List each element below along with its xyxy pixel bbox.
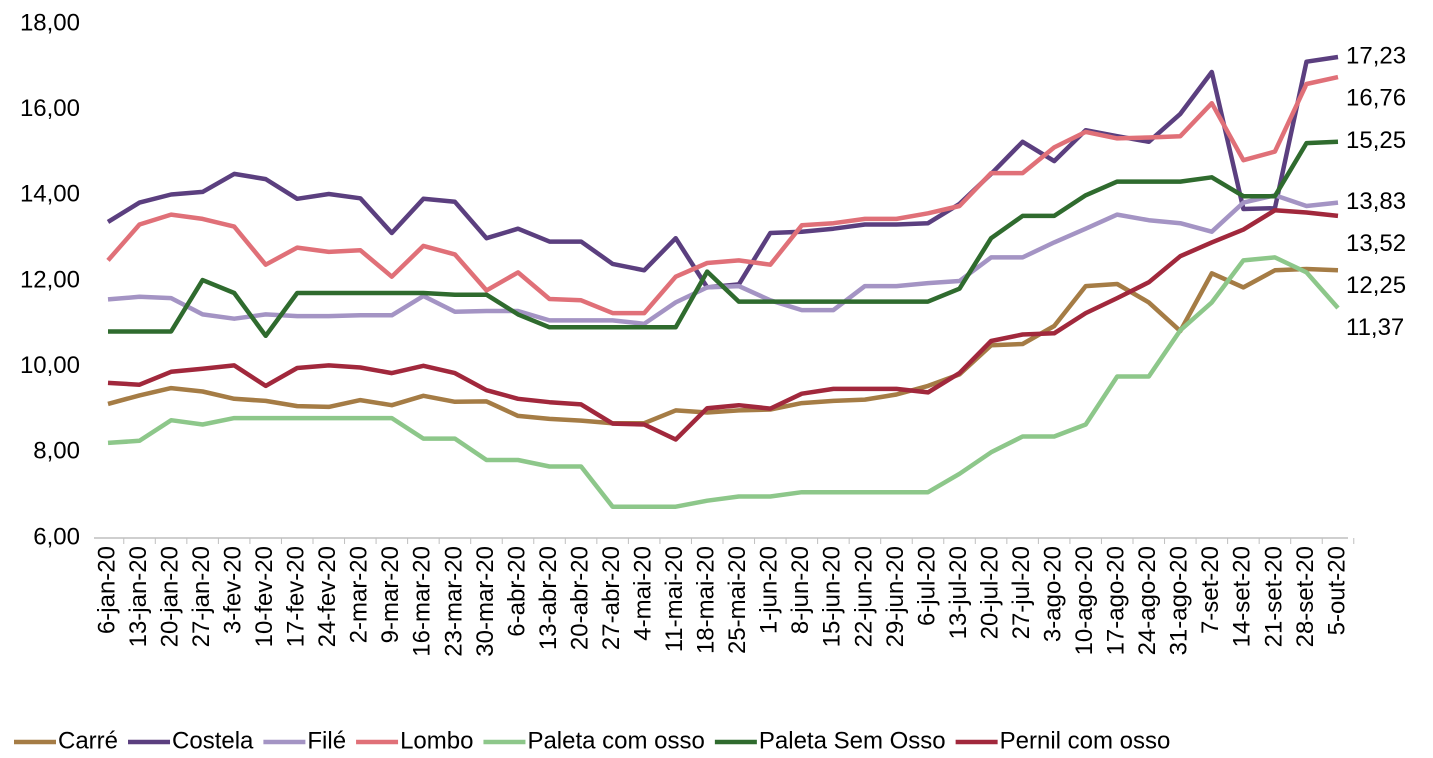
x-tick-label: 27-jan-20 [188,546,215,647]
x-tick-label: 15-jun-20 [819,546,846,647]
y-tick-label: 10,00 [20,352,80,379]
x-tick-label: 18-mai-20 [693,546,720,654]
x-tick-label: 10-fev-20 [251,546,278,647]
series-line [106,54,1339,290]
y-tick-label: 6,00 [33,523,80,550]
x-tick-label: 8-jun-20 [787,546,814,634]
x-tick-label: 6-jul-20 [913,546,940,626]
end-value-label: 16,76 [1346,84,1406,111]
x-tick-label: 9-mar-20 [377,546,404,643]
legend-label: Pernil com osso [1000,727,1171,754]
x-tick-label: 31-ago-20 [1166,546,1193,655]
series-line [108,139,1339,339]
end-value-label: 12,25 [1346,272,1406,299]
x-tick-label: 17-fev-20 [283,546,310,647]
y-tick-label: 12,00 [20,266,80,293]
x-tick-label: 23-mar-20 [440,546,467,657]
x-tick-label: 27-jul-20 [1008,546,1035,639]
series-line [106,74,1339,316]
x-tick-label: 11-mai-20 [661,546,688,652]
x-tick-label: 5-out-20 [1323,546,1350,635]
x-tick-label: 6-jan-20 [93,546,120,634]
x-tick-label: 22-jun-20 [850,546,877,647]
x-tick-label: 20-abr-20 [566,546,593,650]
x-tick-label: 17-ago-20 [1103,546,1130,655]
x-tick-label: 10-ago-20 [1071,546,1098,655]
y-tick-label: 18,00 [20,9,80,36]
series-line [107,208,1339,442]
x-tick-label: 30-mar-20 [472,546,499,657]
legend-label: Costela [172,727,254,754]
x-tick-label: 21-set-20 [1260,546,1287,647]
x-tick-label: 3-ago-20 [1039,546,1066,642]
y-tick-label: 14,00 [20,181,80,208]
legend-label: Paleta com osso [527,727,704,754]
y-tick-label: 8,00 [33,438,80,465]
x-tick-label: 24-ago-20 [1134,546,1161,655]
x-tick-label: 13-jul-20 [945,546,972,639]
end-value-label: 17,23 [1346,42,1406,69]
x-tick-label: 29-jun-20 [882,546,909,647]
x-tick-label: 2-mar-20 [346,546,373,643]
end-value-label: 11,37 [1346,314,1404,341]
series-line [107,255,1340,509]
x-tick-label: 25-mai-20 [724,546,751,654]
x-tick-label: 20-jul-20 [976,546,1003,639]
x-tick-label: 14-set-20 [1229,546,1256,647]
x-tick-label: 13-abr-20 [535,546,562,650]
x-tick-label: 28-set-20 [1292,546,1319,647]
x-tick-label: 1-jun-20 [756,546,783,634]
end-value-label: 13,83 [1346,188,1406,215]
x-tick-label: 3-fev-20 [219,546,246,634]
x-tick-label: 24-fev-20 [314,546,341,647]
legend-label: Lombo [400,727,473,754]
x-tick-label: 20-jan-20 [156,546,183,647]
end-value-label: 15,25 [1346,127,1406,154]
x-tick-label: 13-jan-20 [125,546,152,647]
x-tick-label: 4-mai-20 [629,546,656,641]
x-tick-label: 7-set-20 [1197,546,1224,634]
legend-label: Paleta Sem Osso [759,727,946,754]
end-value-label: 13,52 [1346,230,1406,257]
legend-label: Filé [307,727,346,754]
series-line [107,266,1339,426]
legend-label: Carré [58,727,118,754]
x-tick-label: 6-abr-20 [503,546,530,637]
x-tick-label: 16-mar-20 [409,546,436,657]
x-tick-label: 27-abr-20 [598,546,625,650]
y-tick-label: 16,00 [20,95,80,122]
